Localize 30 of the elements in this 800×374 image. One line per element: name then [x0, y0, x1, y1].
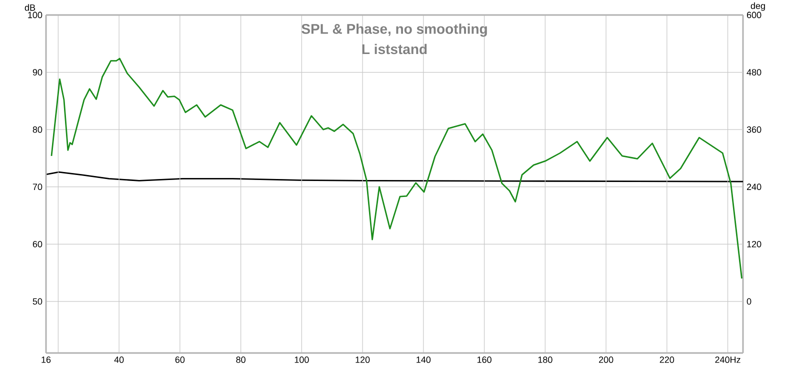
y-tick-label: 70 [32, 184, 42, 190]
x-tick-label: 60 [175, 356, 185, 363]
x-tick-label: 160 [477, 356, 492, 363]
y-tick-label: 100 [28, 12, 42, 18]
text: SPL & Phase, no smoothing [302, 24, 487, 37]
x-tick-label: 240Hz [715, 356, 740, 363]
x-tick-label: 140 [416, 356, 431, 363]
y2-tick-label: 120 [747, 240, 762, 248]
y2-tick-label: 0 [746, 298, 752, 305]
x-tick-label: 40 [114, 356, 124, 363]
y-tick-label: 80 [32, 126, 42, 133]
x-tick-label: 16 [42, 356, 51, 363]
y-tick-label: 90 [32, 69, 42, 76]
y-tick-label: 60 [32, 240, 42, 248]
y2-tick-label: 480 [746, 69, 762, 76]
x-tick-label: 200 [598, 356, 614, 363]
x-tick-label: 80 [236, 356, 246, 363]
y2-tick-label: 360 [746, 126, 762, 133]
x-tick-label: 100 [294, 356, 309, 363]
y-axis-title: dB [24, 4, 36, 11]
line-series [46, 171, 743, 182]
x-tick-label: 220 [660, 356, 674, 363]
y2-tick-label: 600 [746, 12, 762, 18]
y-tick-label: 50 [32, 298, 42, 305]
x-tick-label: 180 [538, 356, 552, 363]
y2-axis-title: deg [750, 2, 765, 11]
x-tick-label: 120 [356, 356, 370, 363]
line-series [50, 58, 742, 280]
text: L iststand [362, 44, 427, 54]
y2-tick-label: 240 [746, 184, 762, 190]
